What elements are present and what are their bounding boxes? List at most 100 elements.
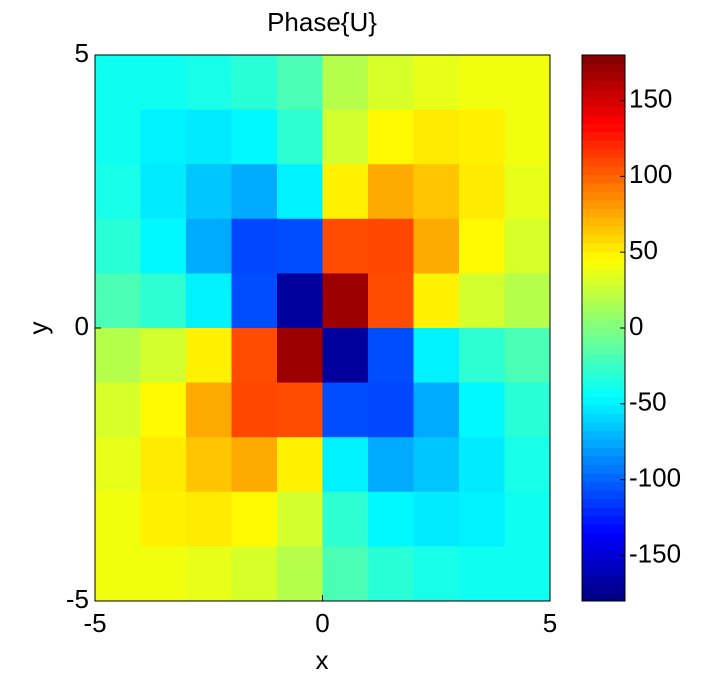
colorbar-swatch [582,336,625,346]
heatmap-cell [95,164,141,220]
colorbar-swatch [582,583,625,593]
heatmap-cell [140,491,187,547]
y-tick-label: 0 [75,311,89,341]
heatmap-cell [186,273,232,329]
colorbar-swatch [582,97,625,107]
heatmap-cell [231,328,278,384]
heatmap-cell [322,164,369,220]
heatmap-cell [368,382,414,438]
colorbar-swatch [582,515,625,525]
heatmap-cell [140,328,187,384]
heatmap-cell [368,546,414,602]
heatmap-cell [459,109,505,165]
heatmap-cell [186,546,232,602]
colorbar-swatch [582,259,625,269]
heatmap-cell [95,109,141,165]
colorbar-swatch [582,217,625,227]
heatmap-cell [231,437,278,493]
colorbar-swatch [582,285,625,295]
heatmap-cell [140,164,187,220]
heatmap-cell [277,437,323,493]
colorbar-swatch [582,208,625,218]
heatmap-cell [186,328,232,384]
heatmap-cell [140,273,187,329]
heatmap-cell [459,491,505,547]
colorbar-swatch [582,140,625,150]
heatmap-cell [368,109,414,165]
heatmap-cell [459,273,505,329]
colorbar-tick-label: 0 [629,311,643,341]
heatmap-cell [413,273,460,329]
colorbar-swatch [582,276,625,286]
heatmap-cell [459,382,505,438]
y-tick-label: -5 [66,584,89,614]
colorbar-swatch [582,242,625,252]
heatmap-cell [413,382,460,438]
colorbar-swatch [582,473,625,483]
heatmap-cell [504,164,551,220]
heatmap-cell [277,109,323,165]
heatmap-cell [231,218,278,274]
x-tick-label: -5 [83,608,106,638]
heatmap-cell [413,55,460,111]
colorbar-swatch [582,191,625,201]
x-axis-label: x [316,645,329,675]
heatmap-cell [277,382,323,438]
heatmap-cell [413,437,460,493]
colorbar-swatch [582,345,625,355]
colorbar-swatch [582,490,625,500]
colorbar-swatch [582,592,625,602]
heatmap-cell [368,437,414,493]
colorbar-swatch [582,421,625,431]
colorbar-swatch [582,80,625,90]
heatmap-cell [140,109,187,165]
heatmap-cell [186,437,232,493]
heatmap-cell [504,218,551,274]
heatmap-cell [368,55,414,111]
colorbar-swatch [582,319,625,329]
heatmap-cell [322,273,369,329]
heatmap-cell [95,491,141,547]
heatmap-cell [277,55,323,111]
colorbar-swatch [582,268,625,278]
heatmap-cell [322,491,369,547]
heatmap-cell [186,218,232,274]
heatmap-cell [186,382,232,438]
heatmap-cell [413,164,460,220]
colorbar-swatch [582,481,625,491]
y-tick-label: 5 [75,38,89,68]
colorbar-swatch [582,566,625,576]
colorbar-swatch [582,200,625,210]
colorbar-swatch [582,447,625,457]
heatmap-cell [95,273,141,329]
x-tick-label: 5 [543,608,557,638]
heatmap-cell [277,491,323,547]
heatmap-cell [504,273,551,329]
colorbar-swatch [582,89,625,99]
heatmap-cell [140,437,187,493]
heatmap-cell [277,164,323,220]
colorbar-swatch [582,251,625,261]
heatmap-cell [322,218,369,274]
colorbar-swatch [582,532,625,542]
heatmap-cell [231,273,278,329]
heatmap-cell [504,437,551,493]
heatmap-cell [504,109,551,165]
colorbar-swatch [582,438,625,448]
colorbar-swatch [582,455,625,465]
colorbar-swatch [582,370,625,380]
colorbar-swatch [582,157,625,167]
heatmap-cell [277,218,323,274]
heatmap-cell [140,382,187,438]
heatmap-cell [459,328,505,384]
heatmap-cell [277,273,323,329]
colorbar-swatch [582,524,625,534]
colorbar-swatch [582,541,625,551]
heatmap-cell [95,546,141,602]
heatmap-cell [186,109,232,165]
colorbar-swatch [582,174,625,184]
heatmap-cell [231,491,278,547]
x-tick-label: 0 [315,608,329,638]
heatmap-cell [95,437,141,493]
colorbar-swatch [582,225,625,235]
